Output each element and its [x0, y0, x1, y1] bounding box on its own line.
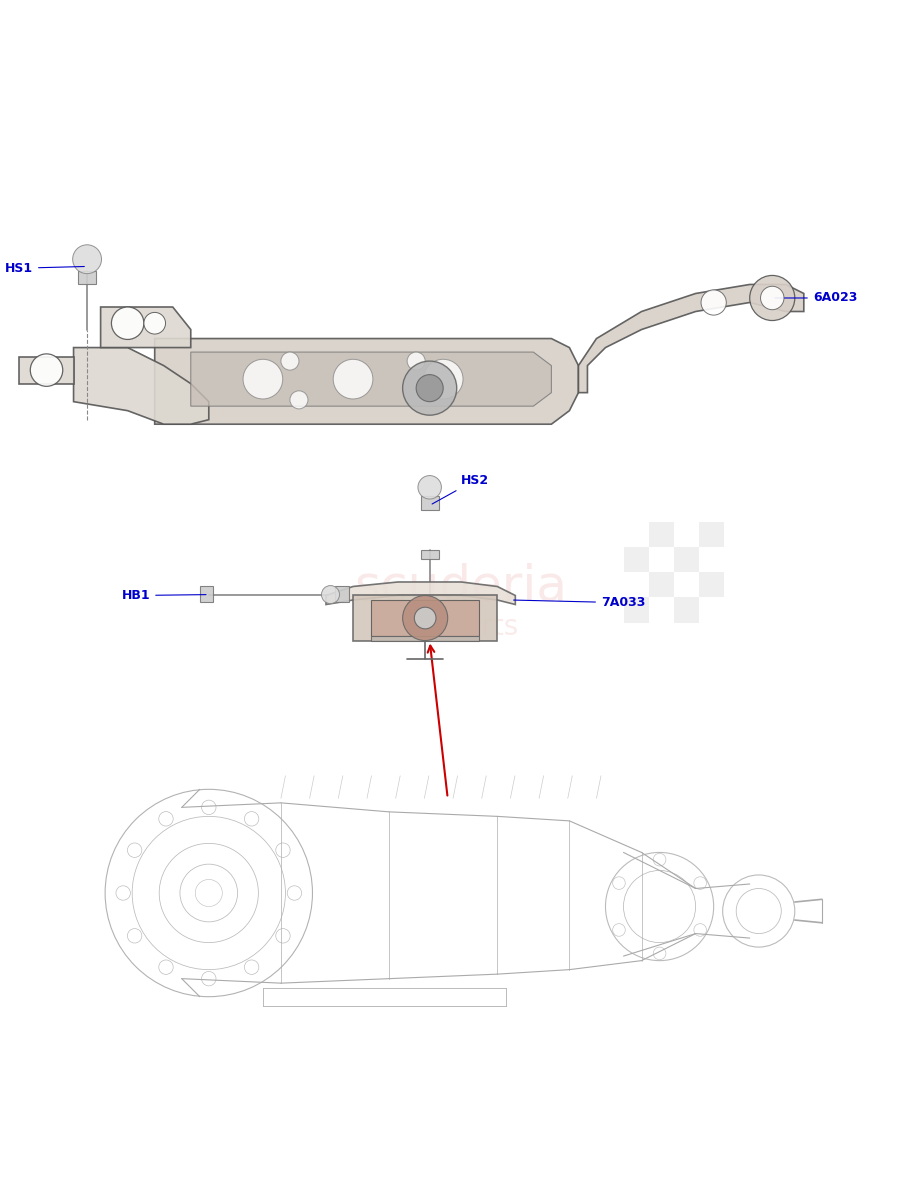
Circle shape — [417, 475, 441, 499]
FancyBboxPatch shape — [699, 572, 723, 598]
Polygon shape — [190, 352, 551, 406]
Circle shape — [749, 276, 793, 320]
Polygon shape — [200, 587, 213, 602]
Circle shape — [760, 287, 783, 310]
Polygon shape — [74, 348, 209, 424]
FancyBboxPatch shape — [623, 572, 648, 598]
Circle shape — [111, 307, 144, 340]
Text: scuderia: scuderia — [354, 563, 568, 611]
Circle shape — [281, 352, 299, 370]
FancyBboxPatch shape — [623, 522, 648, 547]
Polygon shape — [100, 307, 190, 348]
Polygon shape — [78, 271, 96, 284]
FancyBboxPatch shape — [699, 598, 723, 623]
Circle shape — [415, 374, 443, 402]
Polygon shape — [334, 587, 348, 602]
Text: 6A023: 6A023 — [774, 292, 856, 305]
Polygon shape — [420, 497, 438, 510]
Circle shape — [406, 352, 425, 370]
Polygon shape — [371, 600, 479, 636]
FancyBboxPatch shape — [673, 572, 699, 598]
Circle shape — [414, 607, 435, 629]
Circle shape — [701, 290, 725, 316]
FancyBboxPatch shape — [648, 547, 673, 572]
Text: HS1: HS1 — [5, 262, 84, 275]
FancyBboxPatch shape — [673, 598, 699, 623]
Polygon shape — [353, 595, 496, 641]
Polygon shape — [325, 582, 515, 605]
Circle shape — [402, 361, 456, 415]
Circle shape — [73, 245, 101, 274]
FancyBboxPatch shape — [699, 522, 723, 547]
Text: carparts: carparts — [404, 613, 518, 641]
Polygon shape — [420, 550, 438, 559]
FancyBboxPatch shape — [623, 598, 648, 623]
FancyBboxPatch shape — [648, 522, 673, 547]
Circle shape — [402, 595, 447, 641]
Polygon shape — [371, 636, 479, 641]
FancyBboxPatch shape — [648, 572, 673, 598]
FancyBboxPatch shape — [673, 522, 699, 547]
FancyBboxPatch shape — [673, 547, 699, 572]
FancyBboxPatch shape — [699, 547, 723, 572]
Polygon shape — [155, 338, 578, 424]
Polygon shape — [19, 356, 74, 384]
Circle shape — [30, 354, 63, 386]
Circle shape — [322, 586, 339, 604]
FancyBboxPatch shape — [648, 598, 673, 623]
Circle shape — [333, 359, 373, 398]
Circle shape — [243, 359, 282, 398]
Text: HB1: HB1 — [121, 589, 206, 602]
Polygon shape — [578, 284, 803, 392]
Circle shape — [423, 359, 463, 398]
Text: HS2: HS2 — [432, 474, 489, 504]
Text: 7A033: 7A033 — [513, 596, 645, 610]
Circle shape — [290, 391, 308, 409]
Circle shape — [144, 312, 165, 334]
FancyBboxPatch shape — [623, 547, 648, 572]
